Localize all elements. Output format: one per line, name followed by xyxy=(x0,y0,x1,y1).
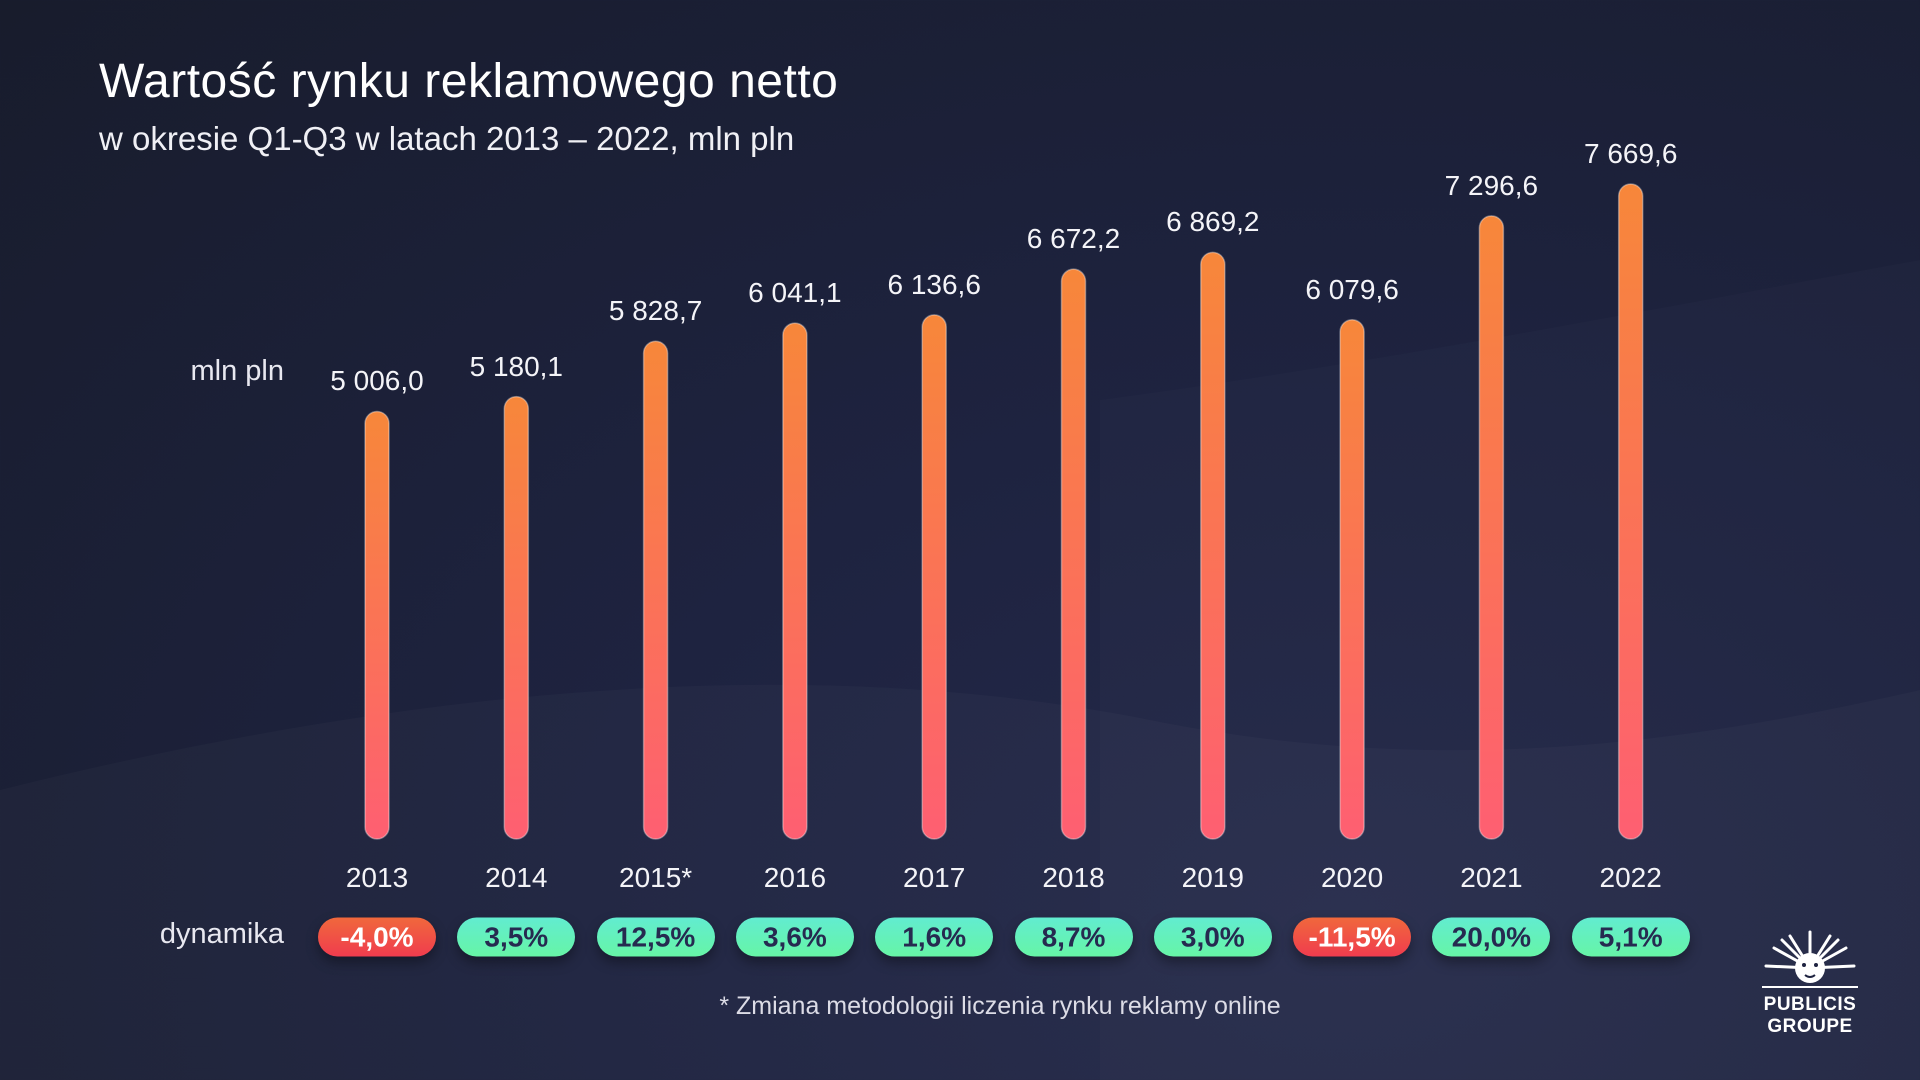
lion-sun-icon xyxy=(1762,930,1858,988)
footnote: * Zmiana metodologii liczenia rynku rekl… xyxy=(719,992,1281,1020)
value-label: 5 006,0 xyxy=(330,365,424,397)
unit-label: mln pln xyxy=(190,355,285,387)
year-label: 2022 xyxy=(1599,862,1662,893)
dynamics-badge: 20,0% xyxy=(1432,917,1551,957)
logo-text-groupe: GROUPE xyxy=(1767,1016,1853,1037)
bar-2018 xyxy=(1060,268,1087,840)
value-label: 6 041,1 xyxy=(748,277,842,309)
value-label: 7 296,6 xyxy=(1444,169,1539,201)
value-label: 7 669,6 xyxy=(1583,138,1678,169)
dynamics-badge: 5,1% xyxy=(1571,917,1690,957)
bar-2017 xyxy=(921,314,947,840)
value-label: 6 079,6 xyxy=(1305,273,1399,305)
dynamics-badge: 3,6% xyxy=(735,917,854,957)
year-label: 2015* xyxy=(619,862,693,893)
publicis-groupe-logo: PUBLICIS GROUPE xyxy=(1750,928,1870,1038)
year-label: 2018 xyxy=(1042,862,1105,893)
dynamics-badge: -11,5% xyxy=(1293,917,1412,957)
dynamics-badge: 8,7% xyxy=(1014,917,1133,957)
bar-2019 xyxy=(1200,251,1226,840)
bar-2021 xyxy=(1478,215,1505,840)
year-label: 2017 xyxy=(903,862,966,893)
bar-2014 xyxy=(503,395,530,840)
dynamics-badge: -4,0% xyxy=(318,917,436,957)
dynamics-badge: 1,6% xyxy=(875,917,994,957)
value-label: 6 672,2 xyxy=(1026,223,1121,255)
year-label: 2016 xyxy=(763,862,827,893)
dynamics-badge: 3,5% xyxy=(457,917,576,957)
value-label: 5 828,7 xyxy=(608,295,703,327)
bar-2020 xyxy=(1339,319,1365,840)
value-label: 6 869,2 xyxy=(1166,206,1260,238)
value-label: 6 136,6 xyxy=(887,268,981,300)
chart-title: Wartość rynku reklamowego netto xyxy=(99,55,839,108)
bar-2022 xyxy=(1617,183,1644,840)
value-label: 5 180,1 xyxy=(469,350,564,382)
chart-subtitle: w okresie Q1-Q3 w latach 2013 – 2022, ml… xyxy=(99,120,795,157)
bar-2016 xyxy=(782,322,808,840)
bar-2015 xyxy=(642,340,669,840)
year-label: 2013 xyxy=(345,862,409,893)
bar-2013 xyxy=(364,410,390,840)
year-label: 2021 xyxy=(1460,862,1523,893)
dynamics-badge: 3,0% xyxy=(1153,917,1272,957)
year-label: 2014 xyxy=(485,862,548,893)
year-label: 2020 xyxy=(1320,862,1384,893)
logo-text-publicis: PUBLICIS xyxy=(1763,994,1857,1015)
year-label: 2019 xyxy=(1181,862,1244,893)
dynamics-badge: 12,5% xyxy=(596,917,715,957)
dynamics-label: dynamika xyxy=(159,918,284,950)
